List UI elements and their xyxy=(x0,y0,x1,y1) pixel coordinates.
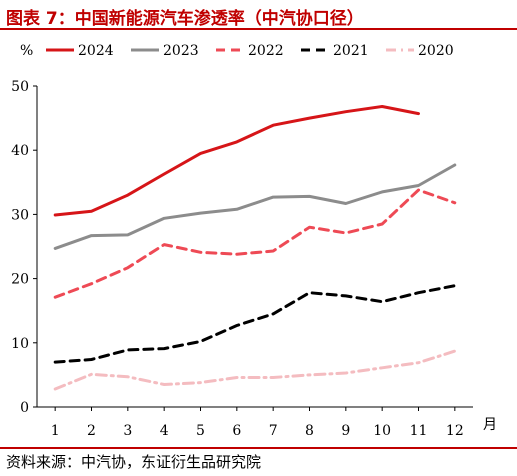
y-tick-label: 50 xyxy=(11,79,29,95)
x-tick-label: 6 xyxy=(232,423,241,439)
x-axis-unit-label: 月 xyxy=(483,417,497,433)
series-line-2021 xyxy=(53,284,457,364)
x-tick-label: 2 xyxy=(87,423,96,439)
x-tick-label: 11 xyxy=(410,423,428,439)
x-tick-label: 9 xyxy=(341,423,350,439)
x-tick-label: 3 xyxy=(123,423,132,439)
legend-label-2022: 2022 xyxy=(248,43,284,59)
title-divider xyxy=(0,28,517,30)
y-tick-label: 30 xyxy=(11,207,29,223)
chart-legend: % 2024 2023 2022 2021 2020 xyxy=(20,43,454,59)
x-tick-label: 1 xyxy=(51,423,60,439)
y-tick-label: 40 xyxy=(11,143,29,159)
series-line-2022 xyxy=(53,188,457,299)
x-tick-label: 7 xyxy=(269,423,278,439)
legend-label-2021: 2021 xyxy=(333,43,369,59)
y-tick-label: 10 xyxy=(11,336,29,352)
y-tick-label: 20 xyxy=(11,272,29,288)
source-divider xyxy=(0,447,517,449)
x-tick-label: 8 xyxy=(305,423,314,439)
x-tick-label: 12 xyxy=(446,423,464,439)
legend-label-2024: 2024 xyxy=(78,43,114,59)
series-line-2024 xyxy=(53,105,420,217)
chart-series xyxy=(53,105,457,391)
legend-unit-label: % xyxy=(20,43,33,59)
x-tick-label: 10 xyxy=(373,423,391,439)
x-tick-label: 5 xyxy=(196,423,205,439)
legend-label-2020: 2020 xyxy=(418,43,454,59)
y-tick-label: 0 xyxy=(20,400,29,416)
series-line-2020 xyxy=(53,349,457,391)
chart-title: 图表 7：中国新能源汽车渗透率（中汽协口径） xyxy=(6,9,364,29)
source-note: 资料来源：中汽协，东证衍生品研究院 xyxy=(6,453,262,471)
legend-label-2023: 2023 xyxy=(163,43,199,59)
series-line-2023 xyxy=(53,163,457,250)
x-tick-label: 4 xyxy=(160,423,169,439)
